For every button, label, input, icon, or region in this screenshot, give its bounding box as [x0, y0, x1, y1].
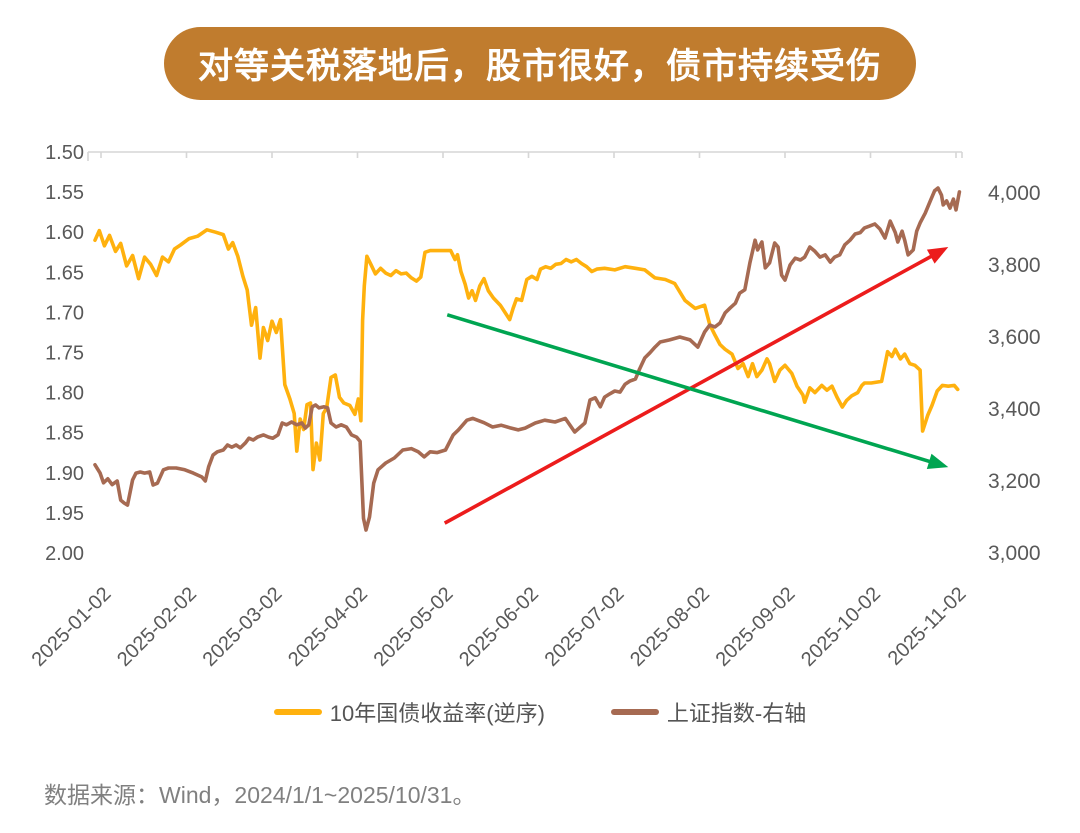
left-axis-labels: 1.50 1.55 1.60 1.65 1.70 1.75 1.80 1.85 1.90 1.95… [45, 142, 84, 565]
svg-text:2025-04-02: 2025-04-02 [284, 583, 372, 671]
svg-text:2025-03-02: 2025-03-02 [199, 583, 287, 671]
bond-yield-line-swatch [273, 709, 322, 715]
svg-text:2025-05-02: 2025-05-02 [370, 583, 458, 671]
svg-text:3,800: 3,800 [988, 254, 1041, 277]
svg-text:1.55: 1.55 [45, 182, 84, 204]
bonds-down-arrow-annotation [446, 313, 949, 470]
chart-title-banner: 对等关税落地后，股市很好，债市持续受伤 [164, 27, 916, 100]
sse-index-line [93, 186, 962, 532]
svg-text:1.60: 1.60 [45, 222, 84, 244]
svg-text:3,200: 3,200 [988, 470, 1041, 493]
legend-item-sse-index: 上证指数-右轴 [610, 696, 807, 728]
svg-text:1.80: 1.80 [45, 383, 84, 405]
sse-index-legend-label: 上证指数-右轴 [666, 701, 807, 726]
svg-text:2025-11-02: 2025-11-02 [884, 583, 971, 670]
svg-text:2025-07-02: 2025-07-02 [541, 583, 629, 671]
svg-text:1.85: 1.85 [45, 423, 84, 445]
svg-text:1.95: 1.95 [45, 503, 84, 525]
svg-text:2025-10-02: 2025-10-02 [797, 583, 885, 671]
svg-text:1.65: 1.65 [45, 262, 84, 284]
svg-text:3,400: 3,400 [988, 398, 1041, 421]
chart-legend: 10年国债收益率(逆序) 上证指数-右轴 [0, 697, 1080, 727]
svg-text:1.50: 1.50 [45, 142, 84, 164]
top-axis [87, 151, 963, 161]
bond-yield-legend-label: 10年国债收益率(逆序) [329, 701, 545, 726]
svg-text:1.75: 1.75 [45, 343, 84, 365]
svg-text:3,000: 3,000 [988, 542, 1041, 565]
data-source-note: 数据来源：Wind，2024/1/1~2025/10/31。 [44, 782, 476, 808]
sse-index-line-swatch [610, 709, 659, 715]
svg-text:2025-08-02: 2025-08-02 [626, 583, 714, 671]
svg-text:2025-01-02: 2025-01-02 [28, 583, 116, 671]
svg-text:1.90: 1.90 [45, 463, 84, 485]
legend-item-bond-yield: 10年国债收益率(逆序) [273, 696, 545, 728]
svg-text:2025-06-02: 2025-06-02 [455, 583, 543, 671]
svg-text:4,000: 4,000 [988, 182, 1041, 205]
chart-title: 对等关税落地后，股市很好，债市持续受伤 [197, 47, 882, 86]
svg-text:3,600: 3,600 [988, 326, 1041, 349]
svg-text:2.00: 2.00 [45, 543, 84, 565]
x-axis-labels: 2025-01-022025-02-022025-03-022025-04-02… [28, 583, 971, 671]
svg-text:1.70: 1.70 [45, 302, 84, 324]
stocks-up-arrow-annotation [443, 247, 949, 525]
right-axis-labels: 4,000 3,800 3,600 3,400 3,200 3,000 [988, 182, 1041, 565]
svg-text:2025-02-02: 2025-02-02 [113, 583, 201, 671]
bond-yield-line [93, 228, 960, 472]
svg-text:2025-09-02: 2025-09-02 [712, 583, 800, 671]
